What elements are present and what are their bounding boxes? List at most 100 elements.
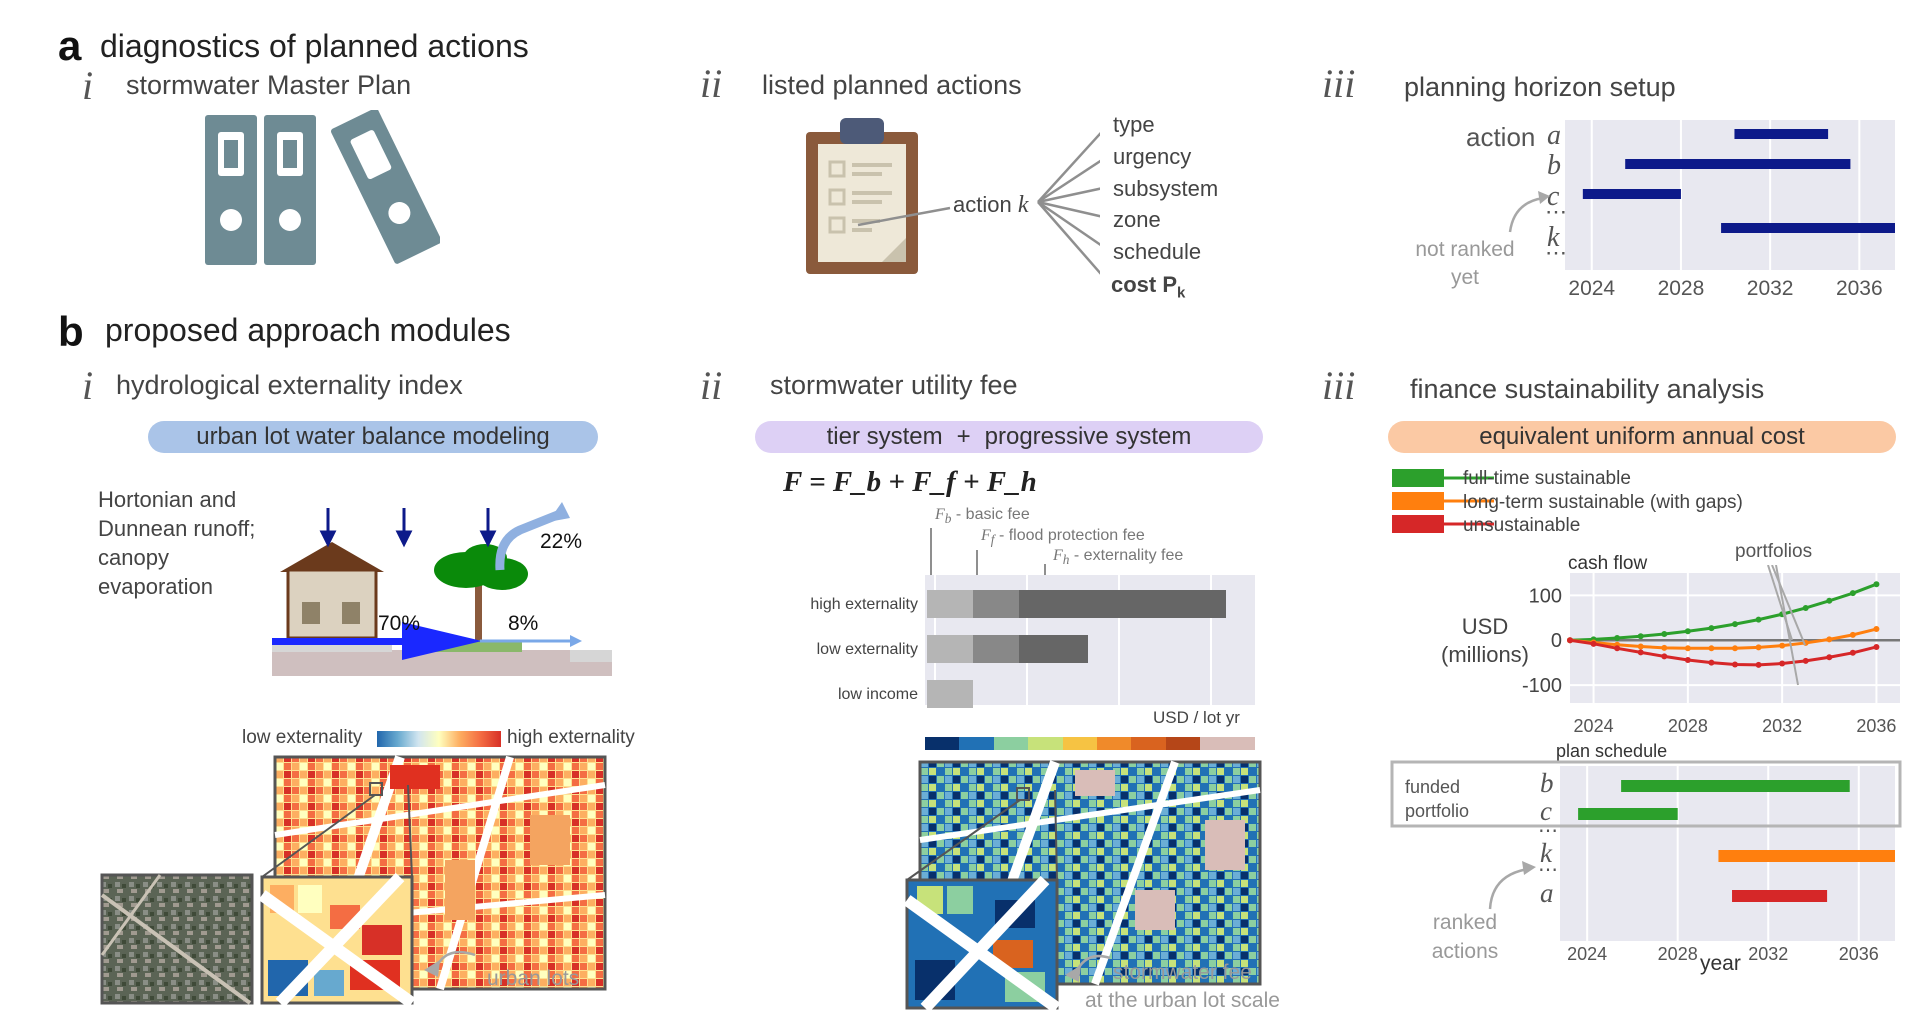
tree-icon — [434, 544, 528, 640]
fee-bar-1-2 — [1019, 635, 1088, 663]
panel-b-iii-numeral: iii — [1322, 363, 1356, 408]
fee-basic-text: - basic fee — [955, 506, 1030, 523]
sched-x-tick: 2032 — [1748, 944, 1788, 960]
cash-point — [1873, 643, 1880, 650]
cash-flow-title: cash flow — [1568, 553, 1648, 574]
cash-series-2 — [1569, 638, 1877, 667]
cash-point — [1708, 645, 1715, 652]
usd-label: USD — [1461, 614, 1509, 639]
row-label-c: c — [1547, 181, 1560, 212]
cash-point — [1802, 604, 1809, 611]
cash-point — [1826, 597, 1833, 604]
legend-swatch-0 — [1392, 469, 1444, 487]
ranked-label-2: actions — [1431, 940, 1499, 963]
tier-system-text: tier system — [826, 423, 943, 450]
clipboard-icon — [806, 118, 918, 274]
cash-point — [1590, 640, 1597, 647]
schedule-bar-a — [1732, 890, 1828, 902]
legend-long-term: long-term sustainable (with gaps) — [1463, 492, 1743, 513]
cash-point — [1637, 633, 1644, 640]
sched-row-k: k — [1540, 838, 1552, 868]
cash-series-1 — [1569, 627, 1877, 650]
sched-x-tick: 2028 — [1658, 944, 1698, 960]
x-tick-2024: 2024 — [1568, 277, 1615, 300]
sched-dots-1: ⋯ — [1538, 820, 1558, 842]
panel-a-ii-title: listed planned actions — [762, 70, 1022, 100]
fee-label-basic: Fb - basic fee — [935, 506, 1030, 527]
cash-y-tick: -100 — [1522, 675, 1562, 697]
row-label-b: b — [1547, 150, 1561, 181]
ranked-label-1: ranked — [1432, 911, 1498, 934]
horizon-bar-k — [1721, 223, 1895, 233]
cash-point — [1849, 631, 1856, 638]
sched-row-a: a — [1540, 878, 1554, 908]
cash-point — [1614, 635, 1621, 641]
cash-point — [1684, 645, 1691, 652]
infiltration-arrow-icon — [480, 635, 582, 647]
cash-point — [1661, 653, 1668, 660]
fee-label-ext: Fh - externality fee — [1053, 547, 1184, 568]
cash-point — [1661, 644, 1668, 651]
x-tick-2036: 2036 — [1836, 277, 1883, 300]
binders-icon — [205, 110, 440, 265]
legend-swatch-1 — [1392, 492, 1444, 510]
cash-point — [1779, 642, 1786, 649]
cash-point — [1755, 616, 1762, 623]
pct-evap: 22% — [540, 530, 583, 553]
cash-point — [1637, 649, 1644, 656]
panel-a-letter: a — [58, 22, 82, 69]
panel-b-i-title: hydrological externality index — [116, 370, 463, 400]
cash-point — [1614, 645, 1621, 652]
schedule-title: plan schedule — [1556, 741, 1668, 761]
fee-colorbar — [925, 737, 1255, 750]
planning-horizon-chart: 2024 2028 2032 2036 — [1565, 120, 1895, 300]
action-var: k — [1017, 192, 1029, 218]
panel-a-ii-numeral: ii — [700, 61, 723, 106]
x-tick-2028: 2028 — [1658, 277, 1705, 300]
house-icon — [280, 542, 384, 640]
cash-point — [1849, 590, 1856, 597]
plus-text: + — [956, 423, 971, 450]
fee-bar-0-1 — [973, 590, 1019, 618]
fee-map — [905, 760, 1262, 1013]
panel-b-i-numeral: i — [82, 363, 94, 408]
cbar-high-label: high externality — [507, 727, 635, 748]
legend-swatch-2 — [1392, 515, 1444, 533]
panel-a-i-numeral: i — [82, 63, 94, 108]
runoff-line-4: evaporation — [98, 574, 213, 599]
runoff-line-3: canopy — [98, 545, 169, 570]
fee-system-pill: tier system + progressive system — [755, 421, 1263, 453]
cash-point — [1637, 643, 1644, 650]
funded-portfolio-box — [1390, 760, 1902, 828]
attr-type: type — [1113, 112, 1155, 137]
fee-bar-1-0 — [927, 635, 973, 663]
fee-label-flood: Ff - flood protection fee — [981, 527, 1145, 548]
cash-point — [1802, 657, 1809, 664]
sustainability-legend-swatches — [1392, 469, 1494, 533]
action-k-label: action k — [953, 192, 1029, 219]
runoff-text: Hortonian and Dunnean runoff; canopy eva… — [98, 485, 255, 601]
attr-cost: cost Pk — [1111, 272, 1185, 301]
legend-unsustainable: unsustainable — [1463, 515, 1581, 536]
cash-point — [1873, 581, 1880, 588]
attr-zone: zone — [1113, 207, 1161, 232]
action-word: action — [953, 192, 1012, 217]
water-balance-diagram — [272, 502, 612, 676]
note-arrow — [1508, 191, 1550, 233]
rain-arrows-icon — [319, 508, 497, 548]
fee-caption-2: at the urban lot scale — [1085, 989, 1280, 1012]
fee-unit-label: USD / lot yr — [1153, 708, 1240, 727]
fee-ext-text: - externality fee — [1073, 547, 1184, 564]
sched-dots-2: ⋯ — [1538, 859, 1558, 881]
cash-flow-chart: 100 0 -100 2024 2028 2032 2036 — [1522, 565, 1900, 736]
schedule-bar-k — [1718, 850, 1895, 862]
action-word-label: action — [1466, 122, 1536, 152]
euac-pill: equivalent uniform annual cost — [1388, 421, 1896, 453]
cash-point — [1708, 625, 1715, 632]
cash-point — [1873, 626, 1880, 633]
horizon-bar-c — [1582, 189, 1681, 199]
fee-bar-2-0 — [927, 680, 973, 708]
horizon-bar-a — [1734, 129, 1829, 139]
cash-point — [1567, 637, 1573, 644]
row-dots-1: ⋯ — [1545, 199, 1567, 224]
